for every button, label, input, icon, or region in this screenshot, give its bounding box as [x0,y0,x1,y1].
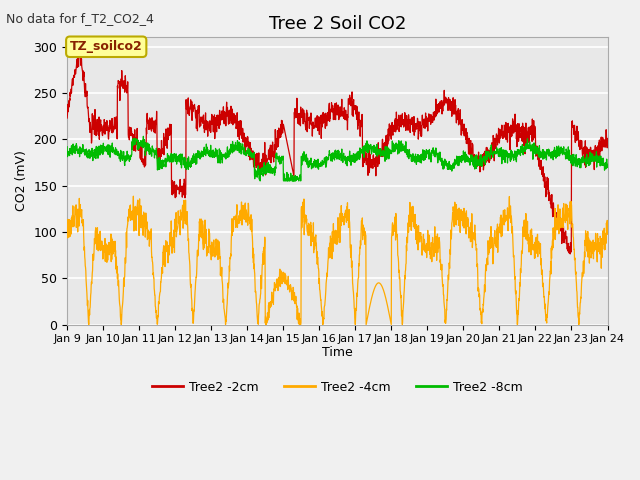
Legend: Tree2 -2cm, Tree2 -4cm, Tree2 -8cm: Tree2 -2cm, Tree2 -4cm, Tree2 -8cm [147,376,528,399]
Y-axis label: CO2 (mV): CO2 (mV) [15,151,28,211]
X-axis label: Time: Time [322,346,353,359]
Text: TZ_soilco2: TZ_soilco2 [70,40,143,53]
Title: Tree 2 Soil CO2: Tree 2 Soil CO2 [269,15,406,33]
Text: No data for f_T2_CO2_4: No data for f_T2_CO2_4 [6,12,154,25]
